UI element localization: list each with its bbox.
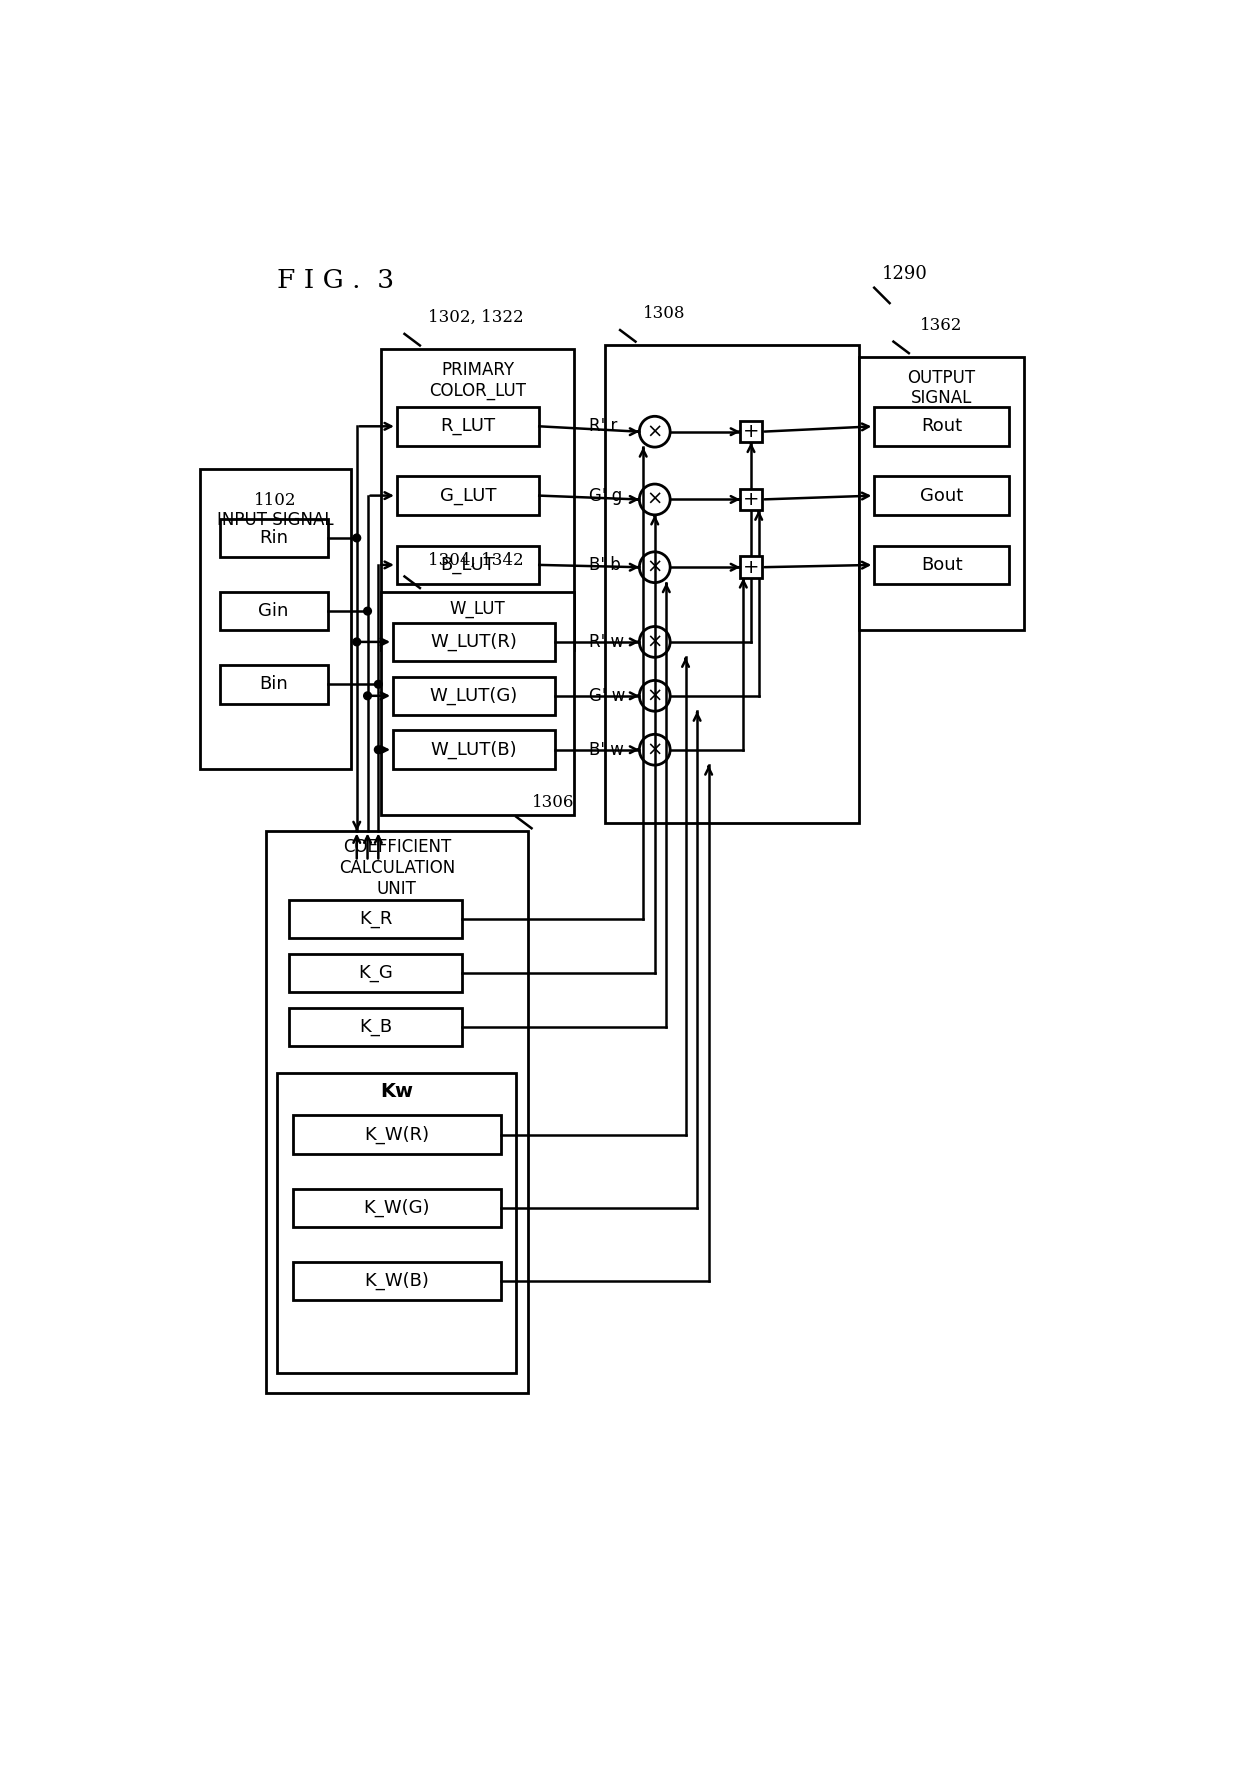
FancyBboxPatch shape bbox=[293, 1189, 501, 1227]
Text: W_LUT: W_LUT bbox=[450, 599, 506, 617]
Text: ×: × bbox=[646, 422, 663, 442]
Text: Rout: Rout bbox=[921, 417, 962, 434]
FancyBboxPatch shape bbox=[219, 665, 327, 703]
FancyBboxPatch shape bbox=[874, 408, 1009, 445]
Text: W_LUT(B): W_LUT(B) bbox=[430, 740, 517, 758]
Text: R_LUT: R_LUT bbox=[440, 417, 496, 434]
Text: Gout: Gout bbox=[920, 486, 963, 504]
FancyBboxPatch shape bbox=[393, 622, 554, 662]
FancyBboxPatch shape bbox=[859, 358, 1024, 631]
Text: 1304, 1342: 1304, 1342 bbox=[428, 552, 523, 569]
Text: K_G: K_G bbox=[358, 964, 393, 982]
FancyBboxPatch shape bbox=[397, 408, 539, 445]
FancyBboxPatch shape bbox=[289, 1008, 463, 1046]
Circle shape bbox=[363, 692, 372, 699]
Circle shape bbox=[353, 535, 361, 542]
FancyBboxPatch shape bbox=[605, 345, 859, 822]
Text: ×: × bbox=[646, 558, 663, 578]
FancyBboxPatch shape bbox=[393, 731, 554, 769]
Text: +: + bbox=[743, 558, 759, 578]
Circle shape bbox=[374, 746, 382, 753]
Text: Gin: Gin bbox=[258, 603, 289, 620]
Text: +: + bbox=[743, 422, 759, 442]
Text: 1302, 1322: 1302, 1322 bbox=[428, 309, 523, 325]
FancyBboxPatch shape bbox=[397, 476, 539, 515]
Text: +: + bbox=[743, 490, 759, 510]
Text: R' w: R' w bbox=[589, 633, 625, 651]
FancyBboxPatch shape bbox=[289, 899, 463, 939]
Text: PRIMARY
COLOR_LUT: PRIMARY COLOR_LUT bbox=[429, 361, 526, 401]
FancyBboxPatch shape bbox=[219, 592, 327, 631]
Circle shape bbox=[374, 681, 382, 688]
FancyBboxPatch shape bbox=[740, 556, 761, 578]
Text: 1362: 1362 bbox=[920, 316, 962, 334]
Text: OUTPUT
SIGNAL: OUTPUT SIGNAL bbox=[908, 368, 976, 408]
Text: Bout: Bout bbox=[921, 556, 962, 574]
Text: Kw: Kw bbox=[381, 1082, 413, 1101]
FancyBboxPatch shape bbox=[382, 349, 574, 649]
Text: 1290: 1290 bbox=[882, 265, 928, 283]
Text: K_W(R): K_W(R) bbox=[365, 1126, 429, 1144]
Text: G_LUT: G_LUT bbox=[440, 486, 496, 504]
FancyBboxPatch shape bbox=[382, 592, 574, 815]
Circle shape bbox=[363, 608, 372, 615]
Text: K_W(B): K_W(B) bbox=[365, 1271, 429, 1291]
FancyBboxPatch shape bbox=[874, 476, 1009, 515]
Text: ×: × bbox=[646, 687, 663, 704]
Text: Rin: Rin bbox=[259, 529, 288, 547]
FancyBboxPatch shape bbox=[293, 1116, 501, 1153]
Text: ×: × bbox=[646, 633, 663, 651]
Text: B_LUT: B_LUT bbox=[440, 556, 496, 574]
FancyBboxPatch shape bbox=[278, 1073, 516, 1373]
FancyBboxPatch shape bbox=[289, 953, 463, 992]
FancyBboxPatch shape bbox=[201, 468, 351, 769]
Text: 1306: 1306 bbox=[532, 794, 574, 812]
FancyBboxPatch shape bbox=[740, 488, 761, 510]
FancyBboxPatch shape bbox=[219, 519, 327, 558]
Text: ×: × bbox=[646, 740, 663, 760]
Text: K_R: K_R bbox=[358, 910, 392, 928]
FancyBboxPatch shape bbox=[265, 831, 528, 1393]
FancyBboxPatch shape bbox=[293, 1262, 501, 1300]
Text: B' w: B' w bbox=[589, 740, 624, 758]
Text: W_LUT(R): W_LUT(R) bbox=[430, 633, 517, 651]
Text: F I G .  3: F I G . 3 bbox=[278, 268, 394, 293]
Text: 1102: 1102 bbox=[254, 492, 296, 510]
Text: G' w: G' w bbox=[589, 687, 626, 704]
Text: 1308: 1308 bbox=[644, 306, 686, 322]
Text: B' b: B' b bbox=[589, 556, 621, 574]
Text: K_W(G): K_W(G) bbox=[363, 1198, 430, 1218]
Text: K_B: K_B bbox=[360, 1017, 392, 1035]
Circle shape bbox=[353, 638, 361, 645]
FancyBboxPatch shape bbox=[397, 545, 539, 585]
Text: G' g: G' g bbox=[589, 486, 622, 504]
FancyBboxPatch shape bbox=[874, 545, 1009, 585]
Text: Bin: Bin bbox=[259, 676, 288, 694]
FancyBboxPatch shape bbox=[393, 676, 554, 715]
FancyBboxPatch shape bbox=[740, 420, 761, 442]
Text: W_LUT(G): W_LUT(G) bbox=[430, 687, 518, 704]
Text: COEFFICIENT
CALCULATION
UNIT: COEFFICIENT CALCULATION UNIT bbox=[339, 839, 455, 898]
Text: ×: × bbox=[646, 490, 663, 510]
Text: R' r: R' r bbox=[589, 417, 618, 434]
Text: INPUT SIGNAL: INPUT SIGNAL bbox=[217, 511, 334, 529]
